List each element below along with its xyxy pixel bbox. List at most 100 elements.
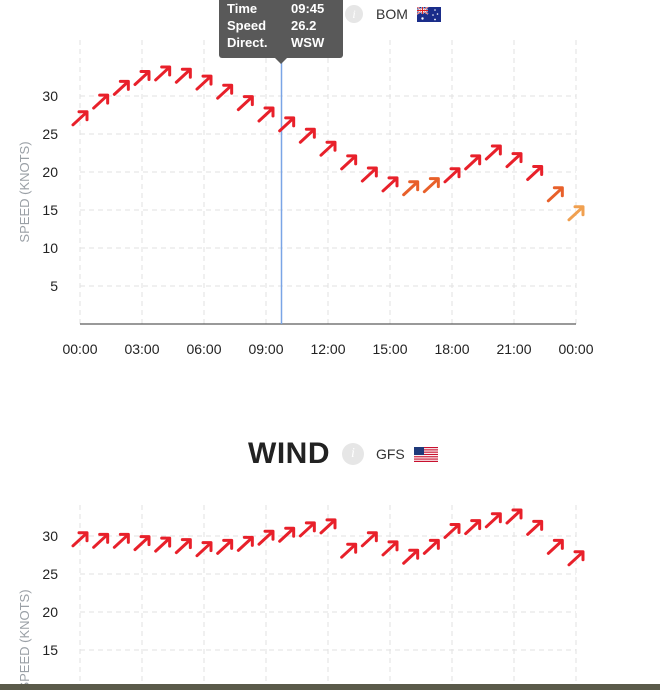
source-label: GFS [375, 446, 405, 462]
wind-arrow-marker [381, 176, 399, 193]
y-tick-label: 30 [42, 528, 58, 544]
bottom-strip [0, 684, 660, 690]
wind-arrow-marker [257, 106, 275, 123]
chart-title: WIND [248, 437, 330, 470]
x-tick-label: 00:00 [62, 341, 97, 357]
tooltip-speed-value: 26.2 [291, 18, 317, 33]
wind-arrow-marker [174, 538, 192, 555]
wind-arrow-marker [526, 519, 544, 536]
wind-arrow-marker [236, 95, 254, 112]
y-axis-label: SPEED (KNOTS) [17, 141, 32, 242]
wind-arrow-marker [133, 70, 151, 87]
wind-arrow-marker [174, 67, 192, 84]
y-tick-label: 15 [42, 642, 58, 658]
y-axis-ticks: 30 25 20 15 10 5 [42, 88, 58, 294]
y-tick-label: 20 [42, 164, 58, 180]
wind-arrow-marker [402, 180, 420, 197]
x-tick-label: 06:00 [186, 341, 221, 357]
wind-arrow-marker [236, 535, 254, 552]
wind-arrow-marker [216, 538, 234, 555]
wind-arrow-marker [112, 532, 130, 549]
tooltip-speed-label: Speed [227, 18, 267, 33]
x-tick-label: 21:00 [496, 341, 531, 357]
wind-arrow-marker [216, 83, 234, 100]
tooltip-time-row: Time 09:45 [227, 0, 324, 17]
tooltip-time-value: 09:45 [291, 1, 325, 16]
wind-arrow-marker [298, 127, 316, 144]
wind-arrow-marker [340, 542, 358, 559]
wind-arrow-marker [340, 154, 358, 171]
wind-arrow-marker [505, 152, 523, 169]
y-tick-label: 5 [50, 278, 58, 294]
wind-arrow-marker [278, 526, 296, 543]
bom-wind-chart: 30 25 20 15 10 5 00:00 03:00 06:00 09:00 12:00 15:… [17, 40, 594, 357]
wind-arrow-marker [526, 165, 544, 182]
x-tick-label: 12:00 [310, 341, 345, 357]
y-axis-label: SPEED (KNOTS) [17, 589, 32, 690]
wind-arrow-marker [195, 541, 213, 558]
y-tick-label: 30 [42, 88, 58, 104]
wind-arrows [71, 508, 585, 567]
tooltip-direction-row: Direct. WSW [227, 34, 324, 51]
wind-arrow-marker [464, 519, 482, 536]
chart-header-bom: i BOM [345, 4, 441, 24]
wind-arrow-marker [71, 531, 89, 548]
y-axis-ticks: 30 25 20 15 [42, 528, 58, 658]
x-tick-label: 00:00 [558, 341, 593, 357]
wind-arrow-marker [422, 538, 440, 555]
x-tick-label: 09:00 [248, 341, 283, 357]
tooltip-direction-value: WSW [291, 35, 325, 50]
bom-chart-svg: 30 25 20 15 10 5 00:00 03:00 06:00 09:00 12:00 15:… [17, 40, 594, 357]
x-tick-label: 15:00 [372, 341, 407, 357]
wind-arrow-marker [360, 531, 378, 548]
y-tick-label: 15 [42, 202, 58, 218]
tooltip-pointer [275, 58, 287, 64]
y-tick-label: 25 [42, 566, 58, 582]
wind-arrow-marker [546, 186, 564, 203]
tooltip-speed-row: Speed 26.2 [227, 17, 316, 34]
info-icon[interactable]: i [345, 5, 363, 23]
x-axis-ticks: 00:00 03:00 06:00 09:00 12:00 15:00 18:00 21:00… [62, 341, 593, 357]
wind-arrow-marker [319, 140, 337, 157]
wind-arrow-marker [464, 154, 482, 171]
wind-arrow-marker [443, 167, 461, 184]
x-tick-label: 18:00 [434, 341, 469, 357]
wind-arrow-marker [154, 536, 172, 553]
wind-arrow-marker [381, 540, 399, 557]
wind-arrow-marker [484, 512, 502, 529]
wind-arrow-marker [402, 548, 420, 565]
wind-arrows [71, 65, 585, 222]
wind-arrow-marker [112, 79, 130, 96]
y-tick-label: 25 [42, 126, 58, 142]
chart-grid [79, 505, 577, 690]
wind-arrow-marker [195, 74, 213, 91]
wind-arrow-marker [278, 116, 296, 133]
wind-arrow-marker [154, 65, 172, 82]
chart-header-gfs: WIND i GFS [248, 434, 438, 474]
y-tick-label: 10 [42, 240, 58, 256]
wind-arrow-marker [546, 538, 564, 555]
australia-flag-icon [416, 6, 441, 22]
wind-arrow-marker [257, 529, 275, 546]
wind-arrow-marker [484, 144, 502, 161]
tooltip-time-label: Time [227, 1, 258, 16]
info-icon[interactable]: i [341, 443, 364, 465]
wind-arrow-marker [133, 535, 151, 552]
wind-arrow-marker [567, 205, 585, 222]
wind-arrow-marker [422, 177, 440, 194]
wind-arrow-marker [92, 532, 110, 549]
wind-arrow-marker [360, 166, 378, 183]
wind-arrow-marker [319, 518, 337, 535]
usa-flag-icon [413, 446, 438, 462]
source-label: BOM [376, 6, 408, 22]
tooltip-direction-label: Direct. [227, 35, 268, 50]
x-tick-label: 03:00 [124, 341, 159, 357]
wind-arrow-marker [92, 93, 110, 110]
gfs-wind-chart: 30 25 20 15 SPEED (KNOTS) [0, 470, 660, 691]
chart-grid [79, 40, 577, 325]
chart-tooltip: Time 09:45 Speed 26.2 Direct. WSW [219, 0, 343, 58]
wind-arrow-marker [567, 550, 585, 567]
wind-arrow-marker [298, 521, 316, 538]
gfs-chart-svg: 30 25 20 15 SPEED (KNOTS) [17, 505, 585, 691]
wind-arrow-marker [71, 110, 89, 127]
